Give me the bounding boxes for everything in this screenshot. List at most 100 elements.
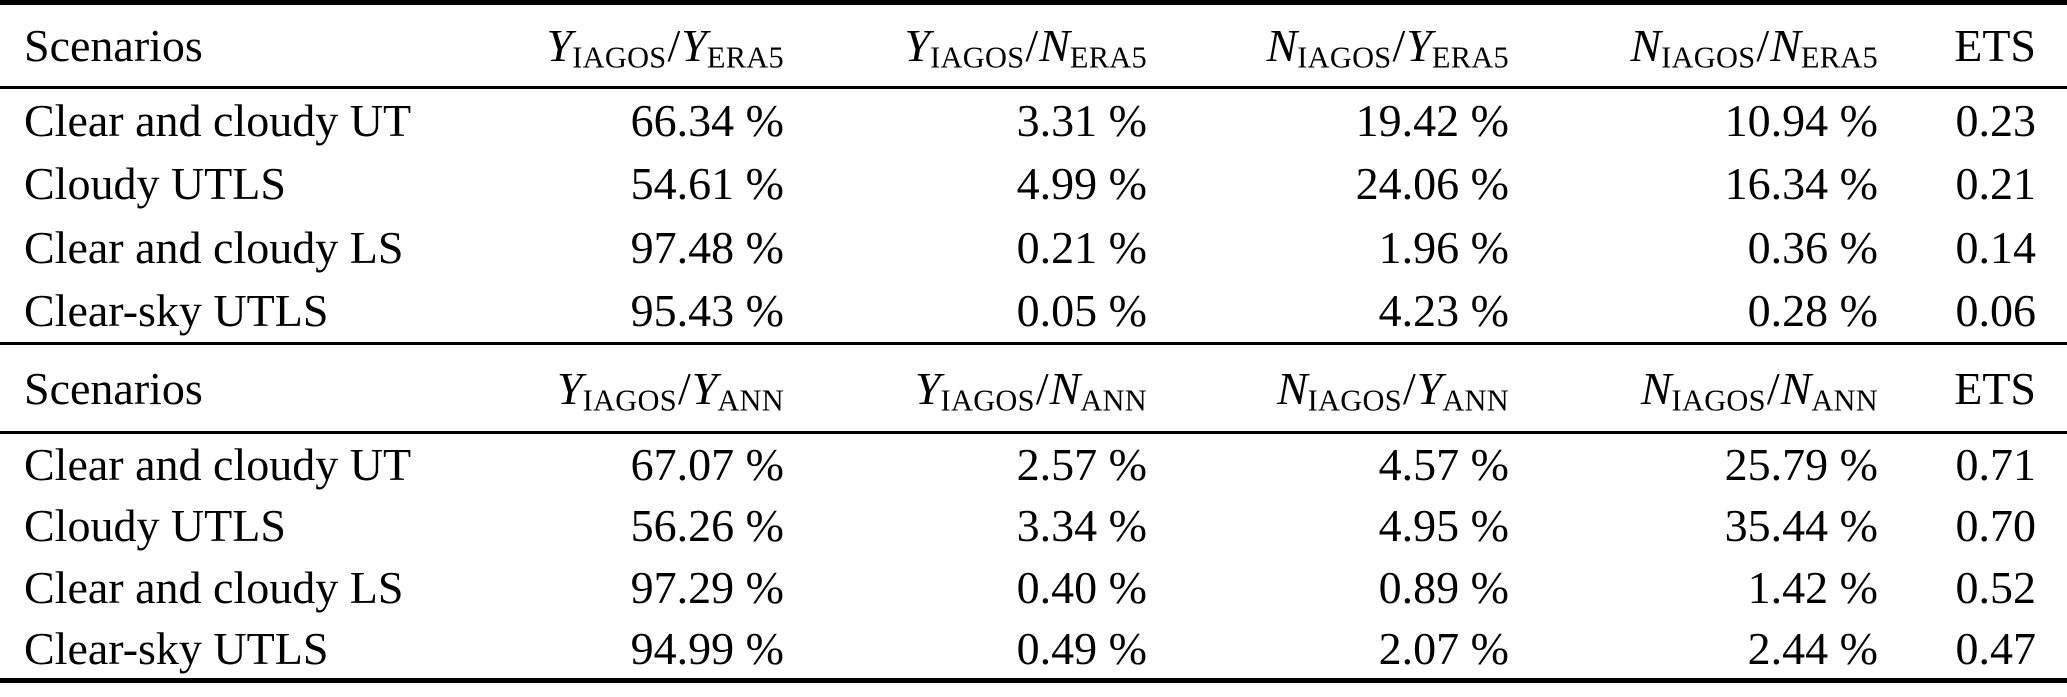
table-row: Clear and cloudy LS 97.29 % 0.40 % 0.89 …: [0, 557, 2067, 619]
ets-cell: 0.47: [1955, 622, 2037, 674]
table-row: Clear and cloudy UT 66.34 % 3.31 % 19.42…: [0, 88, 2067, 152]
table-row: Cloudy UTLS 56.26 % 3.34 % 4.95 % 35.44 …: [0, 495, 2067, 557]
math-var: Y: [691, 362, 718, 414]
ets-header: ETS: [1878, 2, 2067, 89]
scenario-cell: Clear and cloudy LS: [24, 562, 404, 613]
table-header-row-era5: Scenarios YIAGOS/YERA5 YIAGOS/NERA5 NIAG…: [0, 2, 2067, 89]
value-cell: 95.43 %: [480, 279, 784, 345]
value-cell: 54.61 %: [630, 158, 784, 209]
math-var: N: [1276, 362, 1308, 414]
math-var: N: [1780, 362, 1812, 414]
value-cell: 56.26 %: [630, 500, 784, 551]
value-cell: 4.99 %: [1016, 158, 1147, 209]
math-var: N: [1770, 20, 1801, 71]
math-var: Y: [1416, 362, 1443, 414]
table-row: Cloudy UTLS 54.61 % 4.99 % 24.06 % 16.34…: [0, 152, 2067, 216]
scenario-cell: Clear and cloudy UT: [24, 94, 412, 146]
column-header-yy-era5: YIAGOS/YERA5: [480, 2, 784, 89]
table-header-row-ann: Scenarios YIAGOS/YANN YIAGOS/NANN NIAGOS…: [0, 343, 2067, 434]
scenarios-header: Scenarios: [0, 343, 480, 434]
value-cell: 25.79 %: [1724, 438, 1878, 490]
math-subscript: ANN: [1442, 383, 1509, 418]
value-cell: 4.23 %: [1147, 279, 1509, 345]
value-cell: 0.28 %: [1509, 279, 1878, 345]
value-cell: 97.48 %: [630, 222, 784, 273]
scenario-cell: Clear and cloudy LS: [24, 222, 404, 273]
value-cell: 3.31 %: [1016, 94, 1147, 146]
value-cell: 0.36 %: [1747, 222, 1878, 273]
math-var: Y: [1406, 20, 1432, 71]
math-subscript: IAGOS: [572, 40, 667, 75]
math-subscript: IAGOS: [1297, 40, 1392, 75]
value-cell: 2.44 %: [1747, 622, 1878, 674]
math-subscript: IAGOS: [940, 383, 1035, 418]
math-var: N: [1630, 20, 1662, 71]
ets-cell: 0.21: [1955, 158, 2037, 209]
scenarios-header: Scenarios: [0, 2, 480, 89]
math-var: N: [1266, 20, 1298, 71]
math-subscript: IAGOS: [1671, 383, 1766, 418]
math-subscript: ERA5: [1069, 40, 1147, 75]
value-cell: 24.06 %: [1355, 158, 1509, 209]
value-cell: 0.40 %: [1016, 562, 1147, 613]
math-var: N: [1039, 20, 1070, 71]
slash: /: [1025, 20, 1039, 71]
math-var: N: [1640, 362, 1672, 414]
slash: /: [1766, 362, 1780, 414]
scenario-cell: Cloudy UTLS: [24, 500, 286, 551]
value-cell: 67.07 %: [630, 438, 784, 490]
slash: /: [1035, 362, 1049, 414]
column-header-nn-era5: NIAGOS/NERA5: [1509, 2, 1878, 89]
ets-cell: 0.14: [1955, 222, 2037, 273]
value-cell: 97.29 %: [630, 562, 784, 613]
math-var: Y: [914, 362, 941, 414]
value-cell: 4.57 %: [1378, 438, 1509, 490]
value-cell: 0.89 %: [1378, 562, 1509, 613]
value-cell: 94.99 %: [630, 622, 784, 674]
table-row: Clear and cloudy LS 97.48 % 0.21 % 1.96 …: [0, 216, 2067, 280]
math-subscript: IAGOS: [930, 40, 1025, 75]
value-cell: 10.94 %: [1724, 94, 1878, 146]
column-header-ny-ann: NIAGOS/YANN: [1147, 343, 1509, 434]
math-subscript: ANN: [1080, 383, 1147, 418]
math-var: Y: [681, 20, 707, 71]
math-subscript: ANN: [717, 383, 784, 418]
value-cell: 0.05 %: [784, 279, 1147, 345]
column-header-ny-era5: NIAGOS/YERA5: [1147, 2, 1509, 89]
value-cell: 4.95 %: [1378, 500, 1509, 551]
scenario-cell: Clear and cloudy UT: [24, 438, 412, 490]
scenario-cell: Clear-sky UTLS: [0, 279, 480, 345]
ets-cell: 0.06: [1878, 279, 2067, 345]
value-cell: 0.21 %: [1016, 222, 1147, 273]
ets-cell: 0.52: [1955, 562, 2037, 613]
value-cell: 16.34 %: [1724, 158, 1878, 209]
value-cell: 0.49 %: [1016, 622, 1147, 674]
math-var: Y: [904, 20, 931, 71]
value-cell: 2.57 %: [1016, 438, 1147, 490]
math-var: Y: [557, 362, 583, 414]
slash: /: [677, 362, 691, 414]
value-cell: 35.44 %: [1724, 500, 1878, 551]
math-subscript: IAGOS: [1307, 383, 1402, 418]
ets-cell: 0.23: [1955, 94, 2037, 146]
math-subscript: ERA5: [1431, 40, 1509, 75]
table-row: Clear-sky UTLS 95.43 % 0.05 % 4.23 % 0.2…: [0, 279, 2067, 345]
value-cell: 1.42 %: [1747, 562, 1878, 613]
contingency-table: Scenarios YIAGOS/YERA5 YIAGOS/NERA5 NIAG…: [0, 0, 2067, 683]
slash: /: [1756, 20, 1770, 71]
column-header-yn-ann: YIAGOS/NANN: [784, 343, 1147, 434]
column-header-yy-ann: YIAGOS/YANN: [480, 343, 784, 434]
math-subscript: ERA5: [1800, 40, 1878, 75]
column-header-nn-ann: NIAGOS/NANN: [1509, 343, 1878, 434]
slash: /: [1392, 20, 1406, 71]
math-subscript: IAGOS: [1661, 40, 1756, 75]
slash: /: [1402, 362, 1416, 414]
value-cell: 66.34 %: [630, 94, 784, 146]
ets-header: ETS: [1878, 343, 2067, 434]
value-cell: 19.42 %: [1355, 94, 1509, 146]
value-cell: 3.34 %: [1016, 500, 1147, 551]
table-row: Clear-sky UTLS 94.99 % 0.49 % 2.07 % 2.4…: [0, 619, 2067, 681]
math-subscript: ERA5: [706, 40, 784, 75]
ets-cell: 0.71: [1955, 438, 2037, 490]
